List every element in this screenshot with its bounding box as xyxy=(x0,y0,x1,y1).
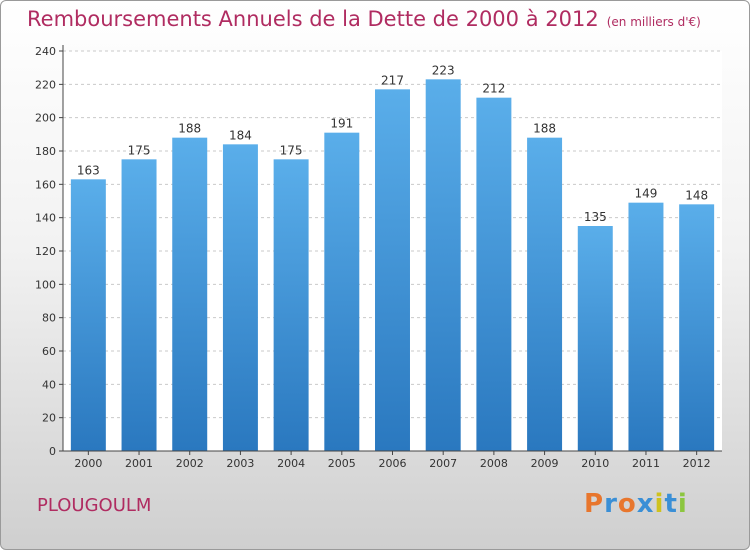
logo-letter: r xyxy=(604,489,618,519)
bars xyxy=(70,79,715,452)
y-tick-label: 240 xyxy=(35,45,56,58)
chart-title-main: Remboursements Annuels de la Dette de 20… xyxy=(27,7,599,31)
bar xyxy=(628,202,664,451)
data-label: 217 xyxy=(381,73,404,87)
y-tick-label: 160 xyxy=(35,178,56,191)
axes: 0 20 40 60 80 100 120 140 160 180 200 220 240 2000 200… xyxy=(35,45,722,470)
x-tick-label: 2008 xyxy=(480,457,508,470)
x-tick-label: 2005 xyxy=(328,457,356,470)
bar xyxy=(70,179,106,452)
bar xyxy=(222,144,258,452)
x-tick-label: 2010 xyxy=(581,457,609,470)
x-tick-label: 2007 xyxy=(429,457,457,470)
logo-letter: o xyxy=(617,489,637,519)
x-tick-label: 2006 xyxy=(379,457,407,470)
y-tick-label: 120 xyxy=(35,245,56,258)
data-label: 212 xyxy=(482,82,505,96)
x-tick-label: 2003 xyxy=(226,457,254,470)
data-label: 175 xyxy=(280,143,303,157)
data-label: 191 xyxy=(330,117,353,131)
x-tick-label: 2004 xyxy=(277,457,305,470)
proxiti-logo: Proxiti xyxy=(584,489,688,519)
data-label: 163 xyxy=(77,163,100,177)
x-tick-label: 2002 xyxy=(176,457,204,470)
y-tick-label: 40 xyxy=(42,378,56,391)
bar xyxy=(324,132,360,451)
x-tick-label: 2001 xyxy=(125,457,153,470)
bar xyxy=(121,159,157,452)
y-tick-label: 0 xyxy=(49,445,56,458)
x-tick-label: 2011 xyxy=(632,457,660,470)
data-label: 184 xyxy=(229,128,252,142)
logo-letter: i xyxy=(654,489,665,519)
bar xyxy=(273,159,309,452)
data-label: 223 xyxy=(432,63,455,77)
x-tick-label: 2009 xyxy=(531,457,559,470)
commune-name: PLOUGOULM xyxy=(37,495,152,516)
x-tick-label: 2000 xyxy=(74,457,102,470)
bar xyxy=(172,137,208,451)
bar xyxy=(375,89,410,451)
bar xyxy=(425,79,461,451)
y-tick-label: 220 xyxy=(35,78,56,91)
logo-letter: P xyxy=(584,489,605,519)
y-tick-label: 20 xyxy=(42,412,56,425)
data-label: 148 xyxy=(685,188,708,202)
y-tick-label: 200 xyxy=(35,112,56,125)
y-tick-label: 100 xyxy=(35,278,56,291)
logo-letter: x xyxy=(636,489,655,519)
logo-letter: t xyxy=(664,489,678,519)
data-label: 188 xyxy=(533,122,556,136)
logo-letter: i xyxy=(677,489,688,519)
labels: 163 175 188 184 175 191 217 223 212 188 135 149 148 xyxy=(77,63,708,224)
y-tick-label: 180 xyxy=(35,145,56,158)
bar xyxy=(527,137,563,451)
y-tick-label: 140 xyxy=(35,212,56,225)
y-tick-label: 60 xyxy=(42,345,56,358)
chart-title: Remboursements Annuels de la Dette de 20… xyxy=(27,7,701,31)
data-label: 175 xyxy=(128,143,151,157)
data-label: 135 xyxy=(584,210,607,224)
data-label: 149 xyxy=(635,187,658,201)
bar xyxy=(679,204,715,451)
chart-title-unit: (en milliers d'€) xyxy=(606,15,701,29)
data-label: 188 xyxy=(178,122,201,136)
bar xyxy=(476,97,512,452)
x-tick-label: 2012 xyxy=(683,457,711,470)
bar xyxy=(577,226,613,451)
y-tick-label: 80 xyxy=(42,312,56,325)
